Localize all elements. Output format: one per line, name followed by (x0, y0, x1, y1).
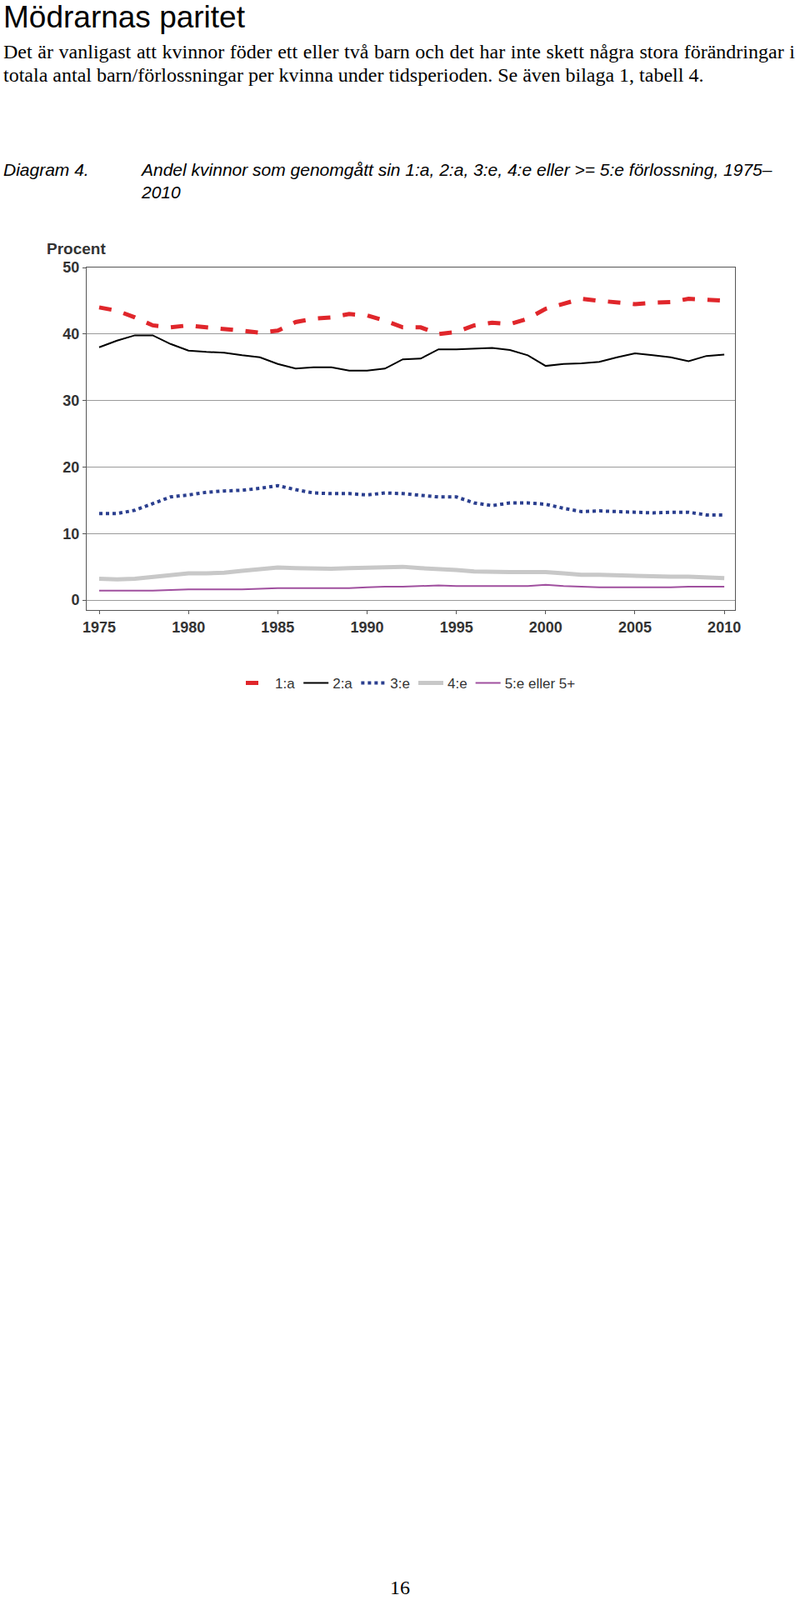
svg-text:2010: 2010 (707, 619, 741, 636)
svg-text:2000: 2000 (529, 619, 563, 636)
svg-text:40: 40 (62, 325, 80, 343)
svg-text:20: 20 (62, 459, 80, 476)
svg-text:1995: 1995 (440, 619, 474, 636)
svg-text:5:e eller 5+: 5:e eller 5+ (505, 675, 576, 692)
svg-text:30: 30 (62, 392, 80, 410)
svg-text:1975: 1975 (82, 619, 116, 636)
svg-text:2:a: 2:a (332, 675, 353, 692)
svg-text:3:e: 3:e (390, 675, 410, 692)
svg-text:1:a: 1:a (275, 675, 295, 692)
svg-text:Procent: Procent (46, 240, 106, 258)
svg-text:1980: 1980 (171, 619, 205, 636)
svg-text:0: 0 (70, 591, 80, 609)
html-text:Diagram 4.: Diagram 4. (3, 160, 89, 180)
html-text:Andel kvinnor som genomgått si: Andel kvinnor som genomgått sin 1:a, 2:a… (141, 160, 773, 202)
svg-text:50: 50 (62, 259, 80, 276)
svg-text:2005: 2005 (618, 619, 652, 636)
html-text:Mödrarnas paritet: Mödrarnas paritet (3, 0, 245, 35)
svg-text:4:e: 4:e (447, 675, 468, 692)
svg-text:1985: 1985 (260, 619, 295, 636)
svg-text:10: 10 (62, 525, 80, 543)
html-text:Det är vanligast att kvinnor f: Det är vanligast att kvinnor föder ett e… (3, 40, 795, 86)
html-text:16: 16 (390, 1576, 410, 1599)
svg-text:1990: 1990 (350, 619, 384, 636)
